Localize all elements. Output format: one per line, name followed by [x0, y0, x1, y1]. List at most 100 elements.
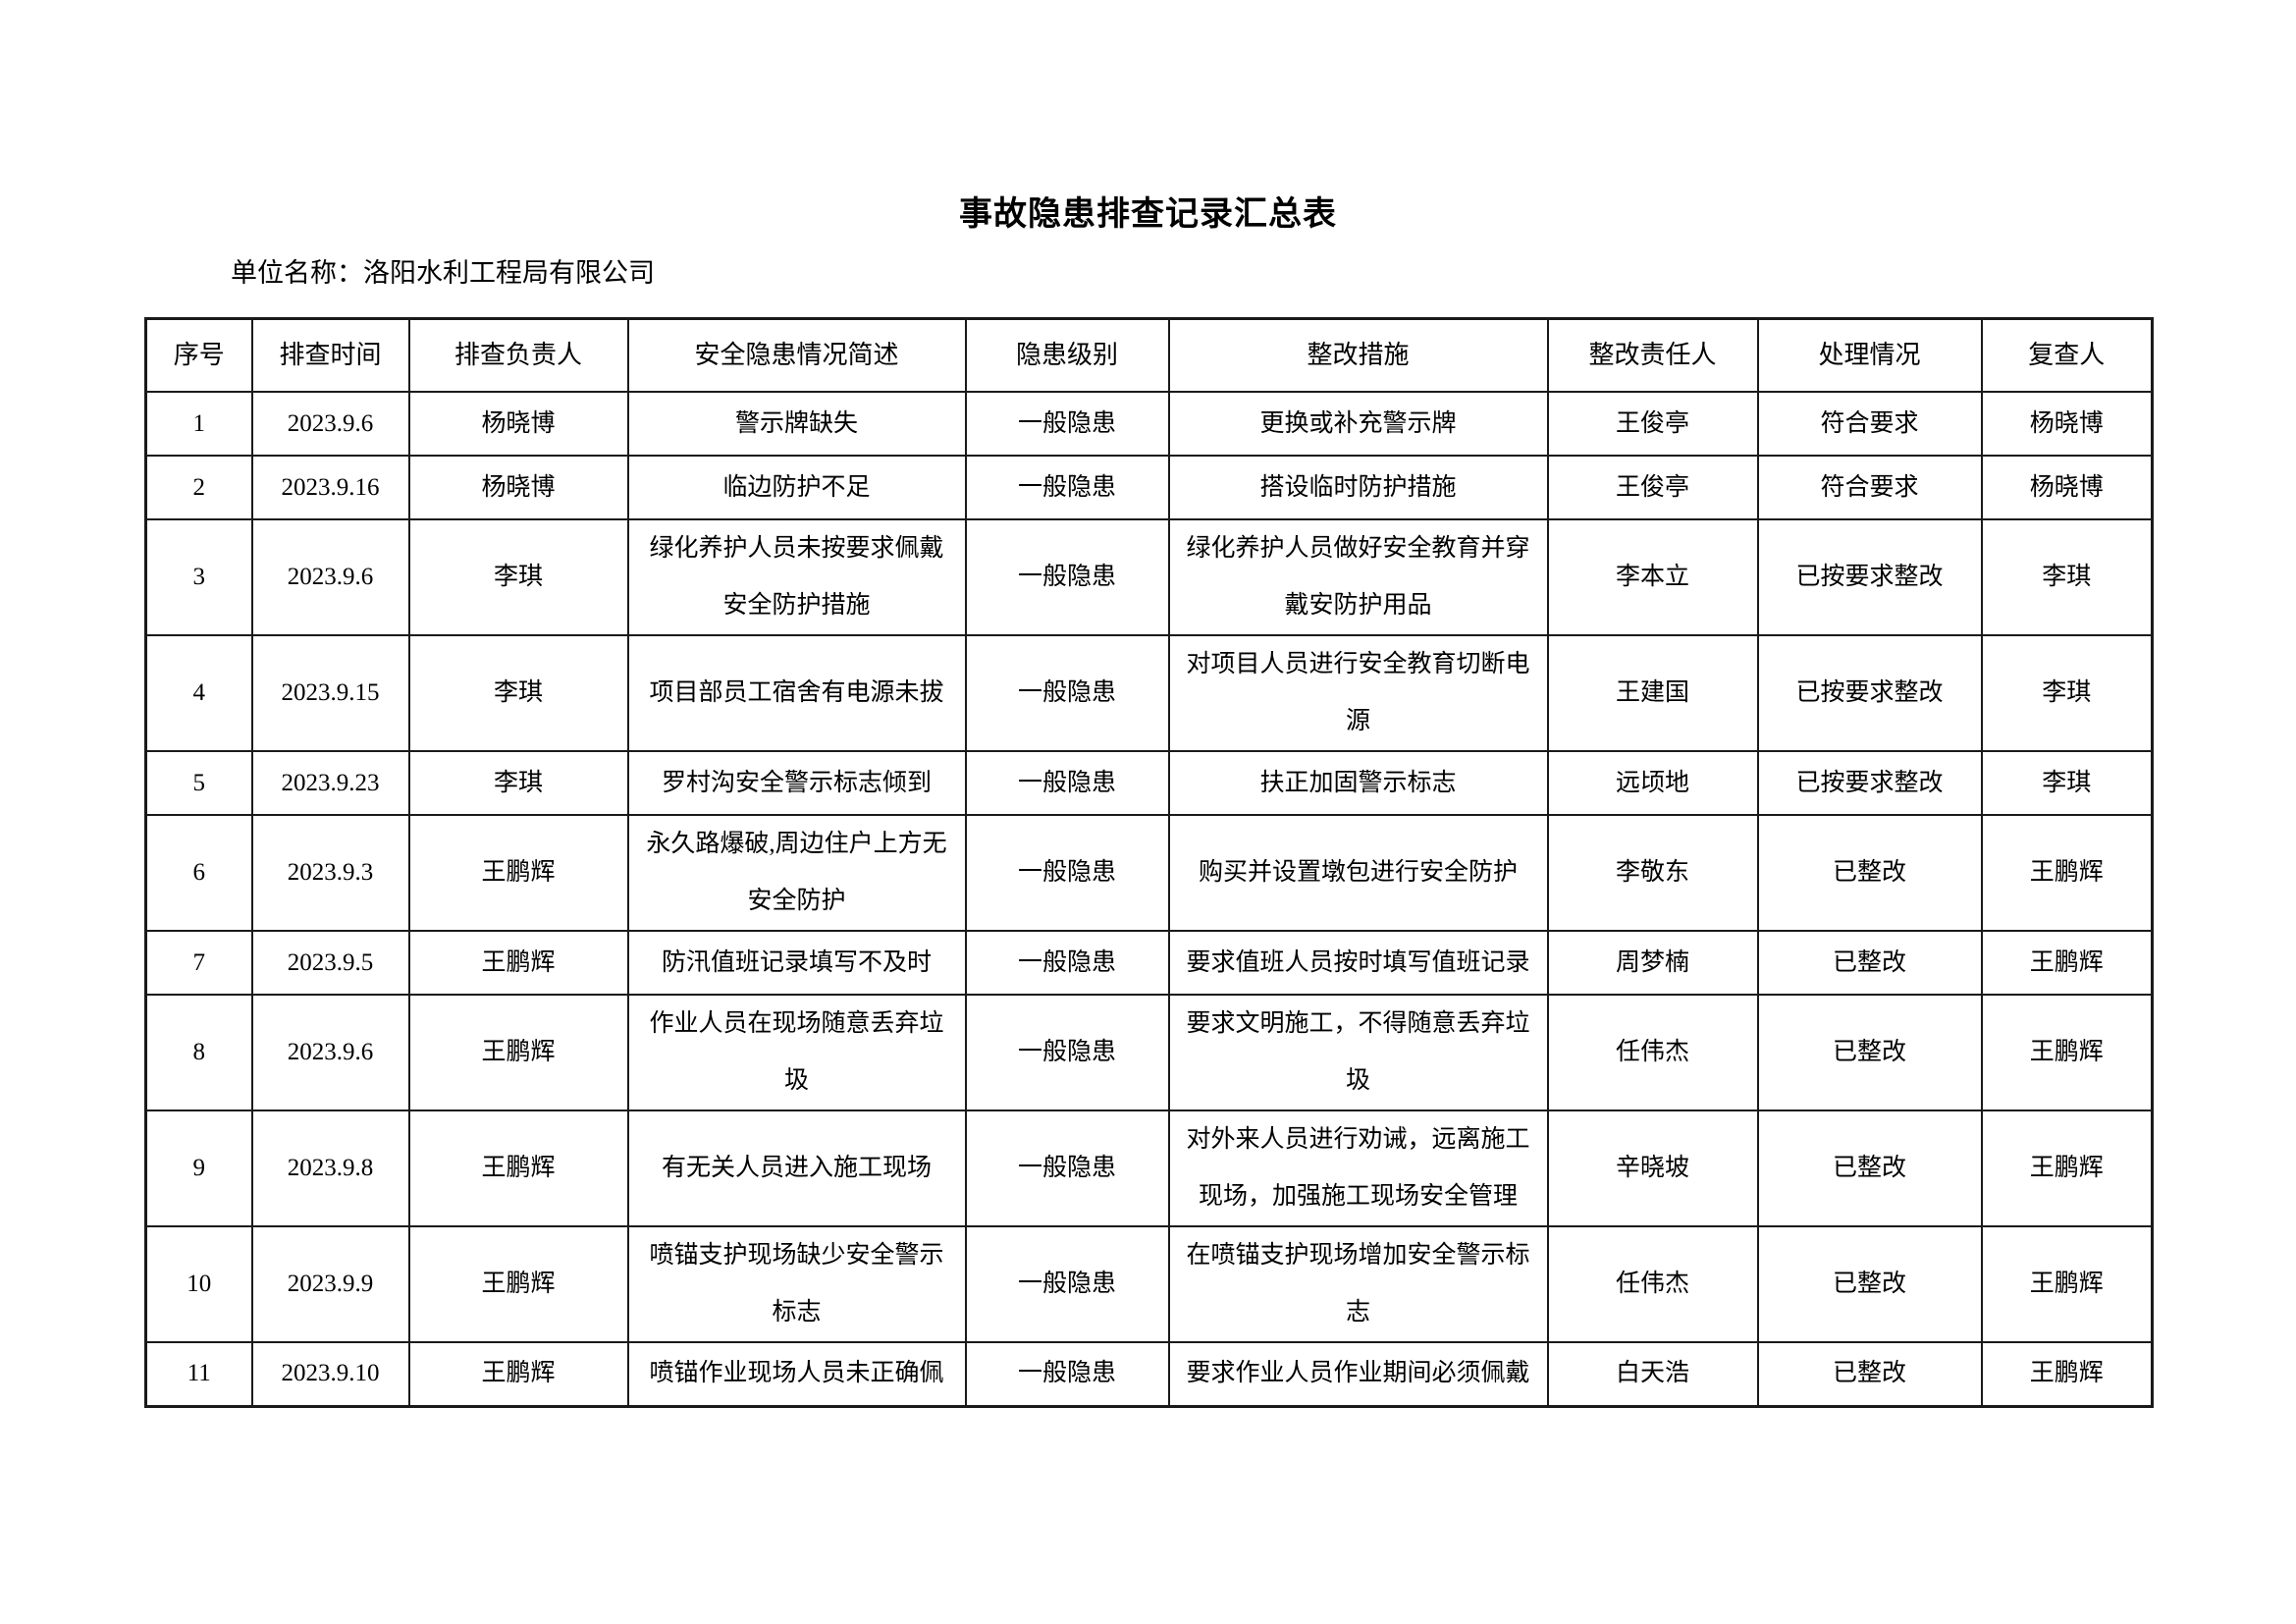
- cell-reviewer: 王鹏辉: [1980, 930, 2154, 996]
- cell-seq: 11: [144, 1341, 253, 1407]
- cell-level: 一般隐患: [964, 994, 1170, 1111]
- cell-seq: 2: [144, 455, 253, 520]
- cell-date: 2023.9.6: [250, 391, 410, 457]
- cell-seq: 1: [144, 391, 253, 457]
- cell-seq: 10: [144, 1225, 253, 1343]
- cell-owner: 周梦楠: [1546, 930, 1759, 996]
- cell-measures: 要求作业人员作业期间必须佩戴: [1167, 1341, 1549, 1407]
- cell-description: 绿化养护人员未按要求佩戴安全防护措施: [626, 518, 967, 636]
- unit-name: 单位名称：洛阳水利工程局有限公司: [231, 258, 655, 288]
- cell-reviewer: 王鹏辉: [1980, 1225, 2154, 1343]
- table-row: 11 2023.9.10 王鹏辉 喷锚作业现场人员未正确佩 一般隐患 要求作业人…: [144, 1341, 2154, 1407]
- cell-owner: 李敬东: [1546, 814, 1759, 932]
- cell-owner: 白天浩: [1546, 1341, 1759, 1407]
- cell-reviewer: 李琪: [1980, 518, 2154, 636]
- cell-description: 防汛值班记录填写不及时: [626, 930, 967, 996]
- cell-owner: 李本立: [1546, 518, 1759, 636]
- cell-measures: 扶正加固警示标志: [1167, 750, 1549, 816]
- table-row: 7 2023.9.5 王鹏辉 防汛值班记录填写不及时 一般隐患 要求值班人员按时…: [144, 930, 2154, 996]
- col-header-description: 安全隐患情况简述: [626, 317, 967, 393]
- cell-inspector: 王鹏辉: [407, 1110, 629, 1227]
- cell-description: 临边防护不足: [626, 455, 967, 520]
- cell-description: 警示牌缺失: [626, 391, 967, 457]
- cell-reviewer: 李琪: [1980, 634, 2154, 752]
- col-header-level: 隐患级别: [964, 317, 1170, 393]
- cell-date: 2023.9.23: [250, 750, 410, 816]
- cell-seq: 5: [144, 750, 253, 816]
- cell-status: 已整改: [1756, 1341, 1983, 1407]
- cell-measures: 要求值班人员按时填写值班记录: [1167, 930, 1549, 996]
- cell-level: 一般隐患: [964, 1225, 1170, 1343]
- cell-seq: 4: [144, 634, 253, 752]
- hazard-record-table: 序号 排查时间 排查负责人 安全隐患情况简述 隐患级别 整改措施 整改责任人 处…: [144, 317, 2154, 1408]
- col-header-status: 处理情况: [1756, 317, 1983, 393]
- cell-date: 2023.9.9: [250, 1225, 410, 1343]
- cell-description: 罗村沟安全警示标志倾到: [626, 750, 967, 816]
- cell-seq: 7: [144, 930, 253, 996]
- cell-description: 项目部员工宿舍有电源未拔: [626, 634, 967, 752]
- table-row: 5 2023.9.23 李琪 罗村沟安全警示标志倾到 一般隐患 扶正加固警示标志…: [144, 750, 2154, 816]
- cell-status: 已整改: [1756, 1110, 1983, 1227]
- cell-inspector: 杨晓博: [407, 391, 629, 457]
- cell-date: 2023.9.3: [250, 814, 410, 932]
- cell-seq: 8: [144, 994, 253, 1111]
- cell-date: 2023.9.15: [250, 634, 410, 752]
- cell-owner: 王建国: [1546, 634, 1759, 752]
- cell-measures: 对项目人员进行安全教育切断电源: [1167, 634, 1549, 752]
- cell-measures: 更换或补充警示牌: [1167, 391, 1549, 457]
- cell-status: 符合要求: [1756, 391, 1983, 457]
- cell-level: 一般隐患: [964, 814, 1170, 932]
- table-row: 4 2023.9.15 李琪 项目部员工宿舍有电源未拔 一般隐患 对项目人员进行…: [144, 634, 2154, 752]
- cell-level: 一般隐患: [964, 391, 1170, 457]
- table-row: 3 2023.9.6 李琪 绿化养护人员未按要求佩戴安全防护措施 一般隐患 绿化…: [144, 518, 2154, 636]
- table-row: 9 2023.9.8 王鹏辉 有无关人员进入施工现场 一般隐患 对外来人员进行劝…: [144, 1110, 2154, 1227]
- col-header-inspector: 排查负责人: [407, 317, 629, 393]
- page-title: 事故隐患排查记录汇总表: [959, 196, 1337, 233]
- cell-status: 已整改: [1756, 930, 1983, 996]
- cell-level: 一般隐患: [964, 634, 1170, 752]
- cell-description: 永久路爆破,周边住户上方无安全防护: [626, 814, 967, 932]
- col-header-measures: 整改措施: [1167, 317, 1549, 393]
- cell-seq: 3: [144, 518, 253, 636]
- cell-status: 已按要求整改: [1756, 750, 1983, 816]
- cell-measures: 要求文明施工，不得随意丢弃垃圾: [1167, 994, 1549, 1111]
- table-row: 2 2023.9.16 杨晓博 临边防护不足 一般隐患 搭设临时防护措施 王俊亭…: [144, 455, 2154, 520]
- cell-measures: 绿化养护人员做好安全教育并穿戴安防护用品: [1167, 518, 1549, 636]
- cell-level: 一般隐患: [964, 750, 1170, 816]
- cell-date: 2023.9.8: [250, 1110, 410, 1227]
- cell-level: 一般隐患: [964, 518, 1170, 636]
- col-header-reviewer: 复查人: [1980, 317, 2154, 393]
- cell-reviewer: 王鹏辉: [1980, 994, 2154, 1111]
- cell-inspector: 王鹏辉: [407, 1341, 629, 1407]
- cell-inspector: 李琪: [407, 634, 629, 752]
- cell-owner: 辛晓坡: [1546, 1110, 1759, 1227]
- cell-inspector: 王鹏辉: [407, 1225, 629, 1343]
- table-header-row: 序号 排查时间 排查负责人 安全隐患情况简述 隐患级别 整改措施 整改责任人 处…: [144, 317, 2154, 393]
- cell-inspector: 王鹏辉: [407, 814, 629, 932]
- cell-level: 一般隐患: [964, 455, 1170, 520]
- cell-inspector: 李琪: [407, 518, 629, 636]
- cell-level: 一般隐患: [964, 1110, 1170, 1227]
- cell-status: 已按要求整改: [1756, 634, 1983, 752]
- cell-measures: 购买并设置墩包进行安全防护: [1167, 814, 1549, 932]
- table-row: 10 2023.9.9 王鹏辉 喷锚支护现场缺少安全警示标志 一般隐患 在喷锚支…: [144, 1225, 2154, 1343]
- cell-reviewer: 王鹏辉: [1980, 1341, 2154, 1407]
- cell-level: 一般隐患: [964, 1341, 1170, 1407]
- cell-measures: 对外来人员进行劝诫，远离施工现场，加强施工现场安全管理: [1167, 1110, 1549, 1227]
- table-row: 8 2023.9.6 王鹏辉 作业人员在现场随意丢弃垃圾 一般隐患 要求文明施工…: [144, 994, 2154, 1111]
- cell-reviewer: 王鹏辉: [1980, 814, 2154, 932]
- table-row: 1 2023.9.6 杨晓博 警示牌缺失 一般隐患 更换或补充警示牌 王俊亭 符…: [144, 391, 2154, 457]
- cell-date: 2023.9.6: [250, 518, 410, 636]
- cell-seq: 9: [144, 1110, 253, 1227]
- cell-measures: 在喷锚支护现场增加安全警示标志: [1167, 1225, 1549, 1343]
- cell-status: 已按要求整改: [1756, 518, 1983, 636]
- cell-inspector: 李琪: [407, 750, 629, 816]
- cell-description: 喷锚作业现场人员未正确佩: [626, 1341, 967, 1407]
- cell-description: 有无关人员进入施工现场: [626, 1110, 967, 1227]
- cell-date: 2023.9.16: [250, 455, 410, 520]
- col-header-seq: 序号: [144, 317, 253, 393]
- col-header-owner: 整改责任人: [1546, 317, 1759, 393]
- cell-owner: 王俊亭: [1546, 455, 1759, 520]
- cell-inspector: 杨晓博: [407, 455, 629, 520]
- cell-status: 已整改: [1756, 814, 1983, 932]
